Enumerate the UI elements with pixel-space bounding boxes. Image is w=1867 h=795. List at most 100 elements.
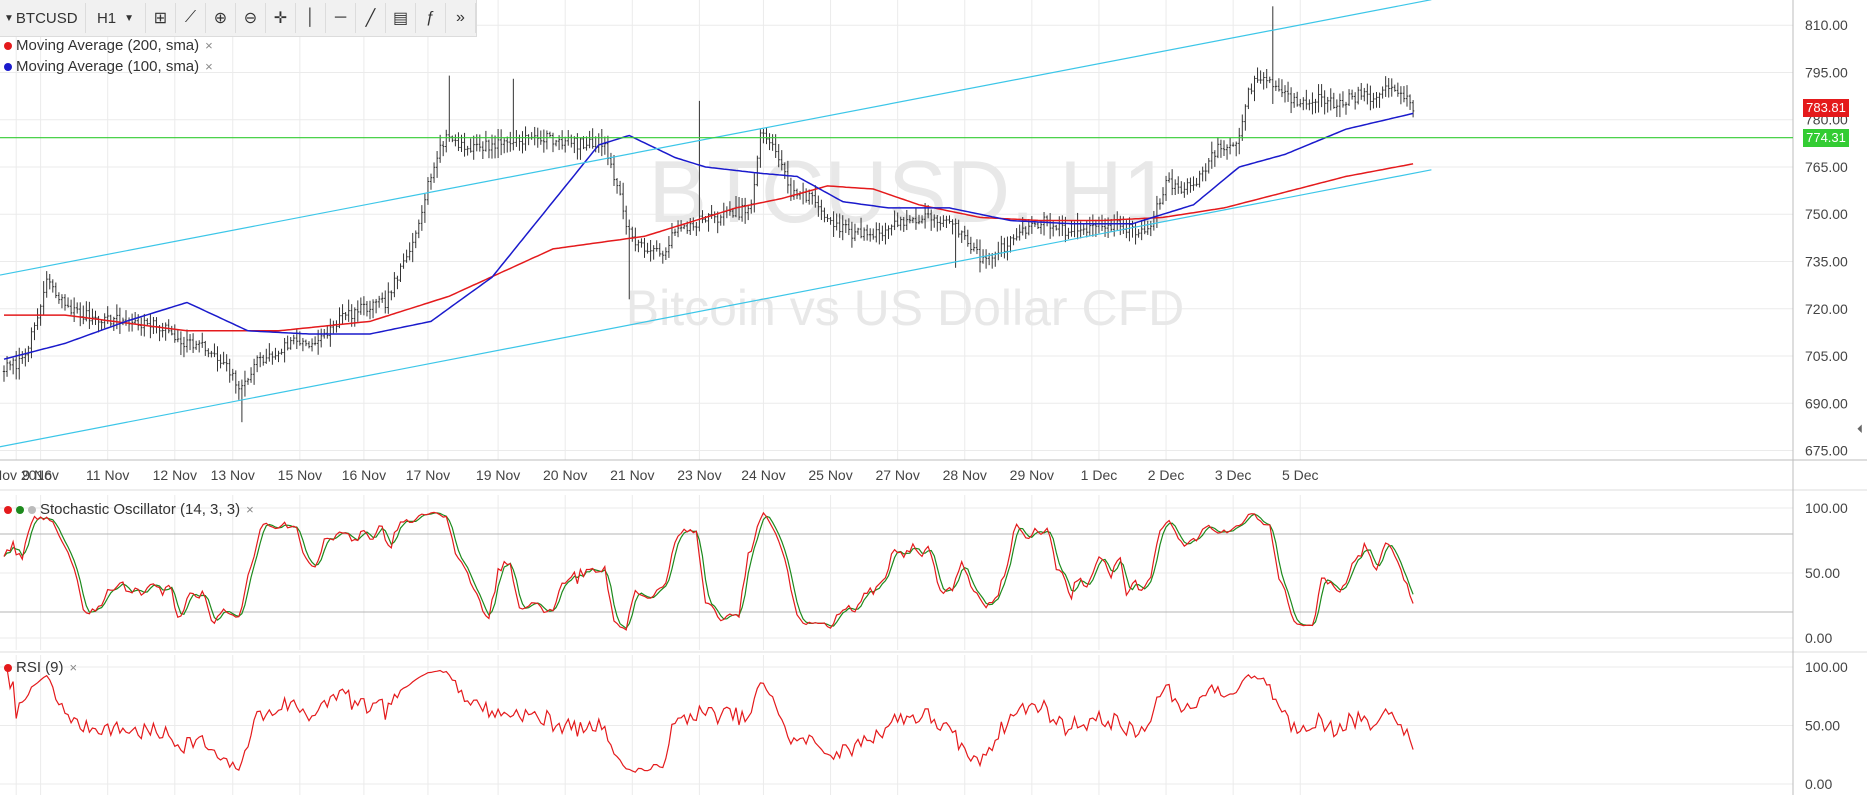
ohlc-bar [905, 209, 908, 231]
ohlc-bar [426, 177, 430, 205]
resolution-selector[interactable]: H1 ▼ [86, 3, 146, 33]
ohlc-bar [1299, 98, 1302, 108]
legend-ma100[interactable]: Moving Average (100, sma) × [4, 58, 213, 75]
date-tick-label: 17 Nov [406, 467, 450, 483]
ohlc-bar [1024, 226, 1027, 239]
stoch-k-color-dot [4, 505, 12, 514]
ohlc-bar [838, 213, 841, 238]
bar-style-icon[interactable]: ⊞ [146, 3, 176, 33]
ohlc-bar [2, 365, 6, 382]
date-tick-label: 28 Nov [943, 467, 987, 483]
ohlc-bar [930, 209, 933, 231]
ohlc-bar [42, 281, 45, 315]
ohlc-bar [484, 130, 488, 152]
ohlc-bar [5, 355, 9, 377]
ma100-line [3, 112, 1414, 360]
remove-stochastic-icon[interactable]: × [246, 502, 254, 517]
ohlc-bar [390, 290, 393, 301]
date-tick-label: 8 Nov 2016 [0, 467, 52, 483]
ohlc-bar [1271, 6, 1274, 104]
ohlc-bar [280, 348, 283, 355]
price-tick-label: 765.00 [1805, 159, 1848, 175]
ohlc-bar [896, 212, 899, 228]
ohlc-bar [1216, 137, 1220, 159]
ohlc-bar [204, 340, 207, 356]
crosshair-icon[interactable]: ✛ [266, 3, 296, 33]
ohlc-bar [646, 242, 649, 254]
trend-line-icon[interactable]: ╱ [356, 3, 386, 33]
ohlc-bar [554, 139, 558, 147]
collapse-panel-icon[interactable]: ⏴ [1857, 422, 1864, 436]
more-tools-icon[interactable]: » [446, 3, 476, 33]
ohlc-bar [826, 214, 829, 222]
ohlc-bar [405, 249, 408, 263]
ohlc-bar [24, 348, 27, 367]
ohlc-bar [1338, 93, 1342, 118]
ohlc-bar [188, 334, 192, 351]
ohlc-bar [747, 205, 750, 221]
ohlc-bar [1009, 236, 1012, 253]
ohlc-bar [509, 131, 512, 152]
remove-ma200-icon[interactable]: × [205, 38, 213, 53]
ohlc-bar [1274, 80, 1278, 92]
ohlc-bar [841, 215, 844, 241]
ohlc-bar [1018, 224, 1021, 241]
symbol-selector[interactable]: ▼ BTCUSD [0, 3, 86, 33]
remove-rsi-icon[interactable]: × [69, 660, 78, 675]
legend-stochastic[interactable]: Stochastic Oscillator (14, 3, 3) × [4, 501, 254, 518]
fib-tool-icon[interactable]: ▤ [386, 3, 416, 33]
ohlc-bar [1213, 150, 1217, 167]
rsi-tick-label: 50.00 [1805, 718, 1840, 734]
legend-rsi[interactable]: RSI (9) × [4, 659, 77, 676]
ohlc-bar [1372, 92, 1375, 109]
remove-ma100-icon[interactable]: × [205, 59, 213, 74]
ohlc-bar [435, 151, 439, 178]
zoom-out-icon[interactable]: ⊖ [236, 3, 266, 33]
ohlc-bar [243, 370, 247, 397]
ohlc-bar [164, 322, 167, 341]
ohlc-bar [597, 133, 600, 153]
ohlc-bar [368, 300, 372, 320]
ohlc-bar [1042, 212, 1046, 236]
ohlc-bar [402, 253, 405, 269]
ohlc-bar [1277, 78, 1281, 92]
ohlc-bar [1268, 76, 1271, 84]
ohlc-bar [310, 338, 314, 352]
ohlc-bar [54, 282, 58, 299]
ohlc-bar [344, 312, 347, 321]
ohlc-bar [908, 215, 912, 224]
ohlc-bar [454, 134, 457, 147]
ohlc-bar [100, 319, 103, 331]
ohlc-bar [548, 131, 552, 138]
ohlc-bar [1341, 91, 1345, 108]
ohlc-bar [954, 218, 957, 268]
ohlc-bar [417, 219, 420, 239]
horizontal-line-icon[interactable]: ─ [326, 3, 356, 33]
ohlc-bar [1052, 221, 1055, 237]
ohlc-bar [948, 215, 951, 224]
ohlc-bar [689, 218, 692, 236]
axes: 675.00 690.00 705.00 720.00 735.00 750.00 765.… [0, 17, 1848, 792]
ohlc-bar [875, 222, 878, 243]
ohlc-bar [36, 308, 39, 330]
last-price-tag: 783.81 [1803, 98, 1849, 117]
symbol-label: BTCUSD [15, 9, 78, 27]
indicators-icon[interactable]: ⟋ [176, 3, 206, 33]
ohlc-bar [765, 127, 768, 145]
ohlc-bar [1265, 68, 1268, 89]
ohlc-bar [347, 299, 350, 322]
vertical-line-icon[interactable]: │ [296, 3, 326, 33]
ohlc-bar [1036, 222, 1040, 230]
ohlc-bar [18, 347, 21, 380]
date-tick-label: 16 Nov [342, 467, 386, 483]
ohlc-bar [887, 225, 890, 239]
legend-ma200[interactable]: Moving Average (200, sma) × [4, 37, 213, 54]
ohlc-bar [1170, 169, 1174, 196]
function-icon[interactable]: ƒ [416, 3, 446, 33]
ohlc-bar [1030, 216, 1034, 234]
zoom-in-icon[interactable]: ⊕ [206, 3, 236, 33]
price-tick-label: 675.00 [1805, 443, 1848, 459]
ohlc-bar [1399, 86, 1403, 105]
